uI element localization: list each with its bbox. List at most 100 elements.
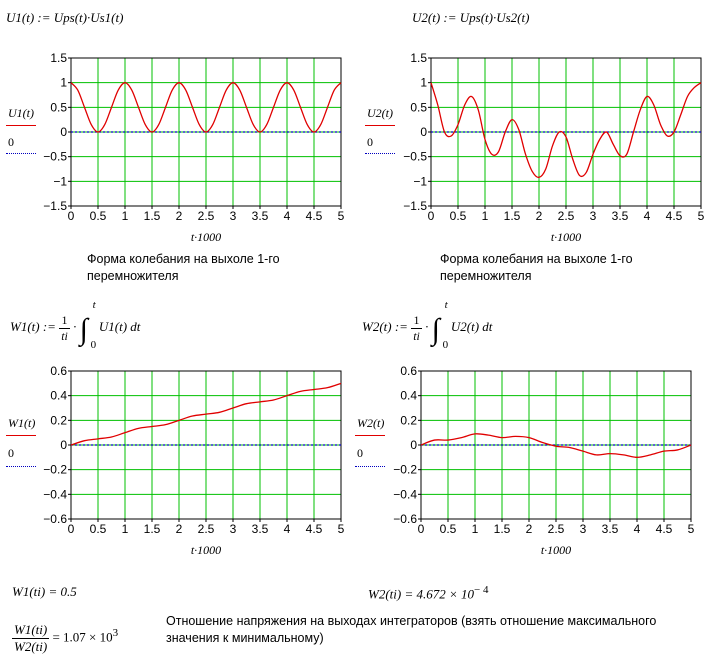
chart4-series-line <box>420 433 692 458</box>
chart2-xtick: 2 <box>536 209 543 223</box>
chart2-ytick: 1.5 <box>410 51 427 65</box>
w2-result-exp: − 4 <box>474 584 489 596</box>
w1-integrand: U1(t) dt <box>98 319 141 334</box>
chart2-xtick: 1 <box>482 209 489 223</box>
chart3-xtick: 2.5 <box>198 522 215 536</box>
chart4-xtick: 0 <box>418 522 425 536</box>
chart2-ytick: −0.5 <box>403 150 427 164</box>
chart1-ytick: 0 <box>60 125 67 139</box>
chart1-series-line <box>70 82 342 133</box>
chart3-xtick: 1.5 <box>144 522 161 536</box>
chart3-ytick: −0.6 <box>43 512 67 526</box>
w2-int-lower: 0 <box>442 339 449 351</box>
chart4-xtick: 0.5 <box>440 522 457 536</box>
chart4-xtick: 1 <box>472 522 479 536</box>
chart4-ytick: 0.4 <box>400 389 417 403</box>
w1-fraction: 1 ti <box>59 313 70 344</box>
chart4-ytick: 0.6 <box>400 364 417 378</box>
chart1-xtick: 3.5 <box>252 209 269 223</box>
chart1-ytick: −0.5 <box>43 150 67 164</box>
chart1-ytick: 0.5 <box>50 100 67 114</box>
chart2-series-line <box>430 82 702 179</box>
chart2-xtick: 3.5 <box>612 209 629 223</box>
chart1-legend-zero: 0 <box>8 135 14 149</box>
chart2-xtick: 1.5 <box>504 209 521 223</box>
chart4-legend-zero: 0 <box>357 446 363 460</box>
chart3-xtick: 4 <box>284 522 291 536</box>
chart4-xtick: 1.5 <box>494 522 511 536</box>
chart1-xtick: 2.5 <box>198 209 215 223</box>
chart1-caption: Форма колебания на выхоле 1-го перемножи… <box>87 252 280 283</box>
w2-result: W2(ti) = 4.672 × 10− 4 <box>368 584 488 602</box>
w2-fraction: 1 ti <box>411 313 422 344</box>
chart3-xtick: 0 <box>68 522 75 536</box>
w2-integrand: U2(t) dt <box>450 319 493 334</box>
chart1-ytick: −1 <box>53 174 67 188</box>
ratio-den: W2(ti) <box>14 639 48 654</box>
chart4-legend-label: W2(t) <box>357 416 385 430</box>
w2-int-upper: t <box>444 299 448 311</box>
chart3-ytick: 0 <box>60 438 67 452</box>
w1-int-lower: 0 <box>90 339 97 351</box>
w1-result: W1(ti) = 0.5 <box>12 584 77 599</box>
chart4-ytick: 0 <box>410 438 417 452</box>
w2-frac-num: 1 <box>411 313 422 329</box>
chart3-legend-line <box>6 435 36 436</box>
chart1-ytick: 1.5 <box>50 51 67 65</box>
w1-frac-den: ti <box>61 328 68 343</box>
u1-definition: U1(t) := Ups(t)·Us1(t) <box>6 10 124 25</box>
chart3-ytick: −0.2 <box>43 463 67 477</box>
chart1-xtick: 3 <box>230 209 237 223</box>
chart3-ytick: 0.4 <box>50 389 67 403</box>
chart4-ytick: −0.6 <box>393 512 417 526</box>
w2-definition: W2(t) := 1 ti · ∫ t 0 U2(t) dt <box>362 299 493 351</box>
chart3-xtick: 1 <box>122 522 129 536</box>
chart4-xtick: 3.5 <box>602 522 619 536</box>
w2-lhs: W2(t) := <box>362 319 408 334</box>
chart2-ytick: −1 <box>413 174 427 188</box>
chart1-legend-line <box>6 125 36 126</box>
chart2-caption: Форма колебания на выхоле 1-го перемножи… <box>440 252 633 283</box>
chart2-ytick: 0.5 <box>410 100 427 114</box>
chart3-legend-zero: 0 <box>8 446 14 460</box>
chart1-xtick: 1 <box>122 209 129 223</box>
chart2-legend-label: U2(t) <box>367 106 393 120</box>
chart4-legend-line <box>355 435 385 436</box>
chart3-xlabel: t·1000 <box>191 543 221 557</box>
w1-lhs: W1(t) := <box>10 319 56 334</box>
chart1-legend-label: U1(t) <box>8 106 34 120</box>
ratio-num: W1(ti) <box>12 622 50 639</box>
w1-frac-num: 1 <box>59 313 70 329</box>
ratio-expression: W1(ti) W2(ti) = 1.07 × 103 <box>12 622 118 655</box>
chart2-xtick: 5 <box>698 209 705 223</box>
chart4-ytick: −0.2 <box>393 463 417 477</box>
chart1-xtick: 4 <box>284 209 291 223</box>
chart3-ytick: 0.2 <box>50 413 67 427</box>
w1-int-upper: t <box>92 299 96 311</box>
chart2-ytick: 1 <box>420 76 427 90</box>
chart2-legend-zero: 0 <box>367 135 373 149</box>
chart1-xtick: 0.5 <box>90 209 107 223</box>
chart2-xtick: 3 <box>590 209 597 223</box>
w1-integral: ∫ t 0 <box>79 299 97 351</box>
ratio-value: = 1.07 × 10 <box>52 629 113 645</box>
chart1-xtick: 4.5 <box>306 209 323 223</box>
chart3-xtick: 4.5 <box>306 522 323 536</box>
ratio-fraction: W1(ti) W2(ti) <box>12 622 50 655</box>
chart2-ytick: −1.5 <box>403 199 427 213</box>
chart4-xtick: 5 <box>688 522 695 536</box>
chart1-xtick: 5 <box>338 209 345 223</box>
chart4-xtick: 4 <box>634 522 641 536</box>
chart2-xtick: 0.5 <box>450 209 467 223</box>
chart1-legend-zero-line <box>6 153 36 154</box>
chart3-ytick: −0.4 <box>43 487 67 501</box>
ratio-exp: 3 <box>112 627 119 640</box>
chart3-xtick: 0.5 <box>90 522 107 536</box>
chart1-xtick: 0 <box>68 209 75 223</box>
chart2-ytick: 0 <box>420 125 427 139</box>
chart3-xtick: 2 <box>176 522 183 536</box>
chart3-series-line <box>70 382 342 446</box>
w1-definition: W1(t) := 1 ti · ∫ t 0 U1(t) dt <box>10 299 141 351</box>
chart2-xtick: 4.5 <box>666 209 683 223</box>
